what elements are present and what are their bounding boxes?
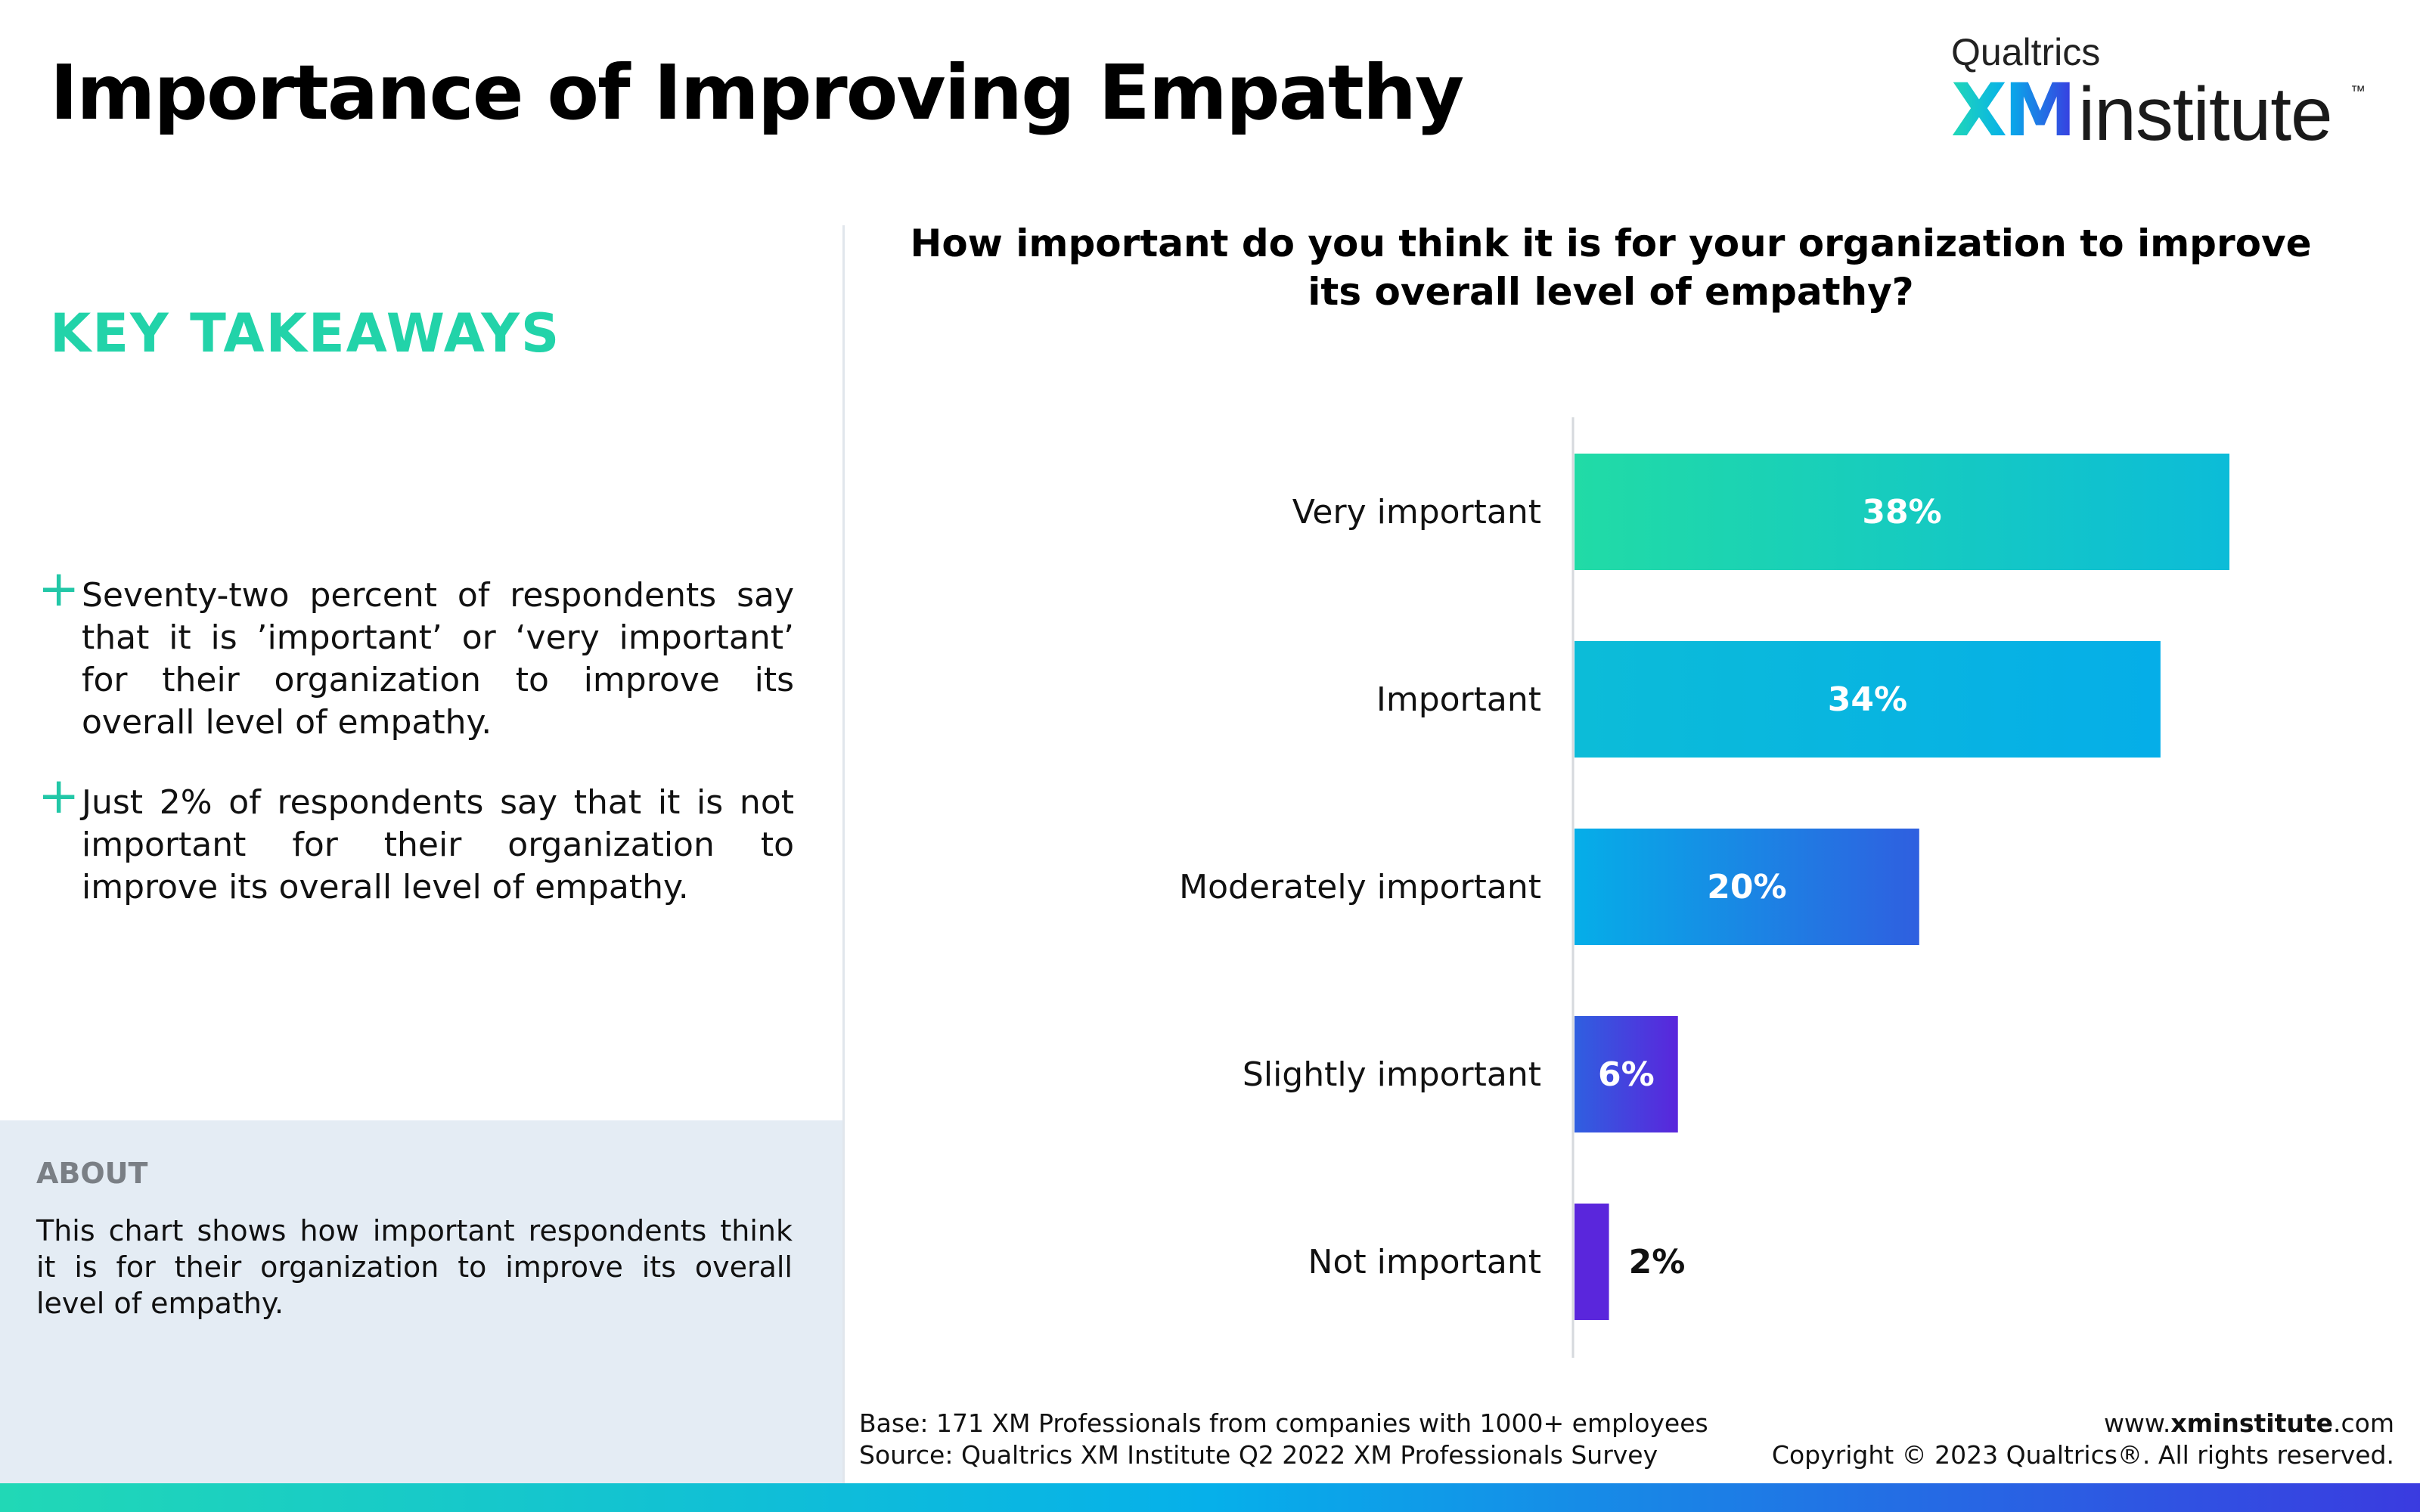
logo-company-text: Qualtrics [1951,31,2101,73]
value-label: 2% [1629,1243,1686,1281]
footer-source: Base: 171 XM Professionals from companie… [859,1408,1708,1471]
category-label: Very important [1292,493,1541,531]
category-label: Not important [1308,1243,1541,1281]
chart-title: How important do you think it is for you… [910,222,2312,314]
category-label: Slightly important [1243,1055,1541,1094]
url-domain: xminstitute [2170,1408,2334,1438]
panel-divider [842,225,845,1483]
about-text: This chart shows how important responden… [36,1214,793,1320]
about-heading: ABOUT [36,1157,148,1190]
footer-base-text: Base: 171 XM Professionals from companie… [859,1408,1708,1438]
value-label: 38% [1862,493,1941,531]
takeaways-list: + Seventy-two percent of respondents say… [38,564,794,947]
url-suffix: .com [2333,1408,2394,1438]
logo-product-text: institute [2078,72,2333,156]
footer-source-text: Source: Qualtrics XM Institute Q2 2022 X… [859,1440,1658,1470]
bar-very-important [1575,454,2229,570]
logo-brand-text: XM [1951,68,2077,153]
bar-slightly-important [1575,1016,1678,1132]
value-label: 20% [1707,868,1786,906]
category-label: Moderately important [1179,868,1541,906]
takeaway-item: + Just 2% of respondents say that it is … [38,771,794,909]
takeaway-item: + Seventy-two percent of respondents say… [38,564,794,744]
footer-url[interactable]: www.xminstitute.com [1772,1408,2394,1439]
bars-group: Very important 38% Important 34% Moderately … [1179,454,2229,1320]
category-label: Important [1376,680,1541,719]
bottom-gradient-bar [0,1483,2420,1512]
about-panel: ABOUT This chart shows how important res… [0,1120,842,1483]
takeaway-text: Just 2% of respondents say that it is no… [82,783,794,906]
page-title: Importance of Improving Empathy [50,48,1464,137]
key-takeaways-heading: KEY TAKEAWAYS [50,302,561,364]
plus-icon: + [38,559,80,618]
xm-institute-logo: Qualtrics XM institute ™ [1951,30,2375,156]
footer-copyright: Copyright © 2023 Qualtrics®. All rights … [1771,1440,2394,1470]
footer-legal: www.xminstitute.com Copyright © 2023 Qua… [1772,1408,2394,1471]
value-label: 6% [1598,1055,1655,1094]
url-prefix: www. [2103,1408,2171,1438]
plus-icon: + [38,767,80,825]
takeaway-text: Seventy-two percent of respondents say t… [82,576,794,742]
value-label: 34% [1828,680,1907,719]
bar-important [1575,641,2161,758]
bar-not-important [1575,1204,1609,1320]
logo-trademark: ™ [2350,83,2366,100]
bar-moderately-important [1575,829,1919,945]
